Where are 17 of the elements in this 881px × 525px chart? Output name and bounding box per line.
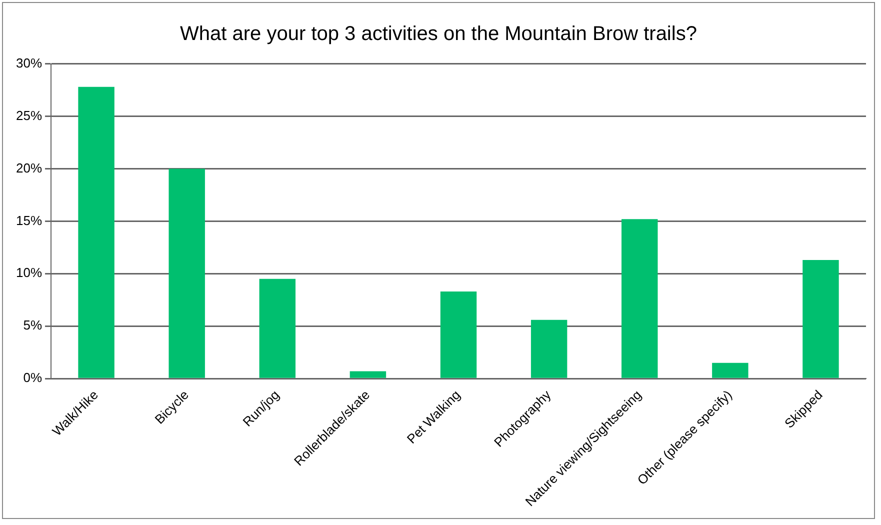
y-tick-label: 0% <box>23 370 42 386</box>
bar <box>259 278 296 378</box>
y-tick-label: 25% <box>16 108 42 123</box>
bar <box>78 86 114 378</box>
y-tick-label: 30% <box>16 55 42 70</box>
bar <box>802 260 839 378</box>
y-tick-label: 15% <box>16 212 42 228</box>
bar <box>168 168 205 378</box>
y-tick-label: 20% <box>16 160 42 176</box>
chart-title: What are your top 3 activities on the Mountain Brow trails? <box>179 23 698 46</box>
bar <box>622 219 658 378</box>
bar <box>530 320 568 378</box>
y-tick-label: 5% <box>23 318 42 333</box>
bar <box>440 291 477 378</box>
bar <box>350 371 386 378</box>
bar <box>712 362 748 378</box>
y-tick-label: 10% <box>16 265 42 280</box>
